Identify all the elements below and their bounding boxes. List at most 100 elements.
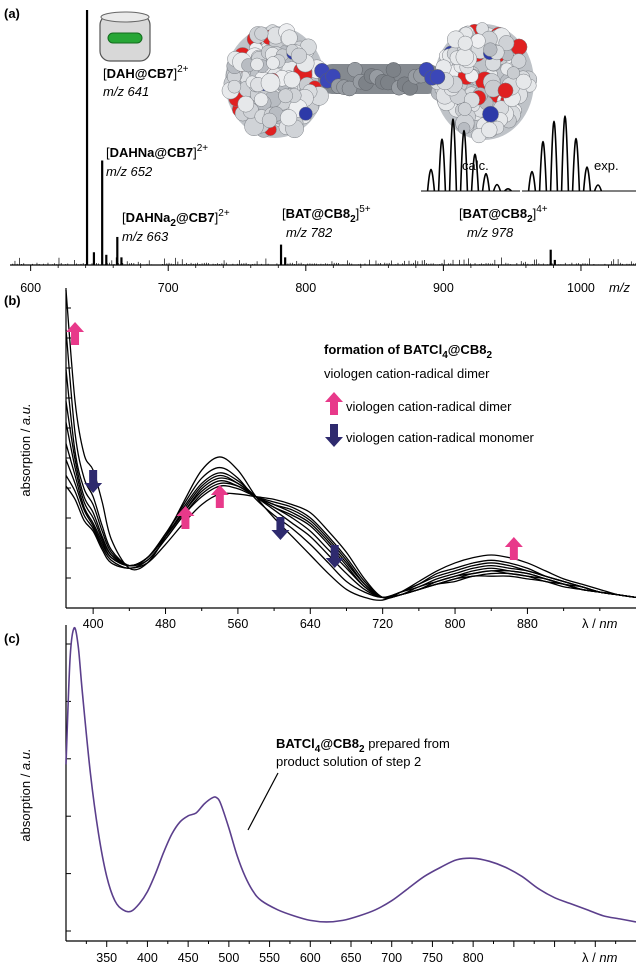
b-title: formation of BATCl4@CB82 (324, 342, 492, 361)
c-spectrum (65, 626, 636, 923)
atom-sphere (455, 47, 474, 67)
ms-tick-label: 800 (295, 281, 316, 295)
up-arrow-icon (504, 537, 523, 560)
b-series-line (65, 422, 636, 599)
atom-sphere (250, 57, 264, 72)
peak-label-bat-cb8-5plus: [BAT@CB82]5+ m/z 782 (282, 204, 371, 240)
atom-sphere (506, 66, 520, 80)
b-x-tick-label: 400 (83, 617, 104, 631)
exp-label: exp. (594, 158, 619, 173)
c-x-tick-label: 550 (259, 951, 280, 965)
c-x-tick-label: 450 (178, 951, 199, 965)
iso-peak (582, 166, 592, 192)
iso-peak (571, 137, 581, 192)
c-x-tick-label: 800 (463, 951, 484, 965)
peak-label-formula: [BAT@CB82]5+ (282, 204, 371, 225)
peak-label-formula: [BAT@CB82]4+ (459, 204, 548, 225)
atom-sphere (260, 73, 281, 93)
ms-tick-label: 900 (433, 281, 454, 295)
c-x-tick-label: 400 (137, 951, 158, 965)
c-x-label: λ / nm (582, 950, 618, 965)
up-arrow-icon (66, 322, 85, 345)
iso-peak (549, 120, 559, 192)
iso-peak (504, 188, 512, 192)
peak-label-mz: m/z 978 (467, 225, 514, 240)
atom-sphere (470, 33, 486, 49)
legend-down-arrow-icon (325, 424, 343, 447)
b-x-ticks: 400 480 560 640 720 800 880 (83, 608, 601, 631)
c-y-ticks (66, 643, 71, 932)
iso-peak (538, 140, 548, 192)
peak-label-bat-cb8-4plus: [BAT@CB82]4+ m/z 978 (459, 204, 548, 240)
atom-sphere (280, 29, 298, 47)
iso-peak (459, 129, 469, 192)
atom-sphere (481, 121, 498, 139)
atom-sphere (429, 69, 446, 85)
atom-sphere (511, 53, 527, 69)
atom-sphere (515, 73, 532, 90)
panel-a-mass-spectrum: (a) calc. exp. 600 700 800 900 1000 m/z [DAH… (4, 6, 636, 295)
b-x-tick-label: 880 (517, 617, 538, 631)
up-arrow-icon (176, 506, 195, 529)
c-x-tick-label: 350 (96, 951, 117, 965)
atom-sphere (497, 82, 514, 99)
c-x-tick-label: 500 (218, 951, 239, 965)
atom-sphere (280, 109, 298, 127)
atom-sphere (278, 88, 293, 104)
peak-label-mz: m/z 652 (106, 164, 153, 179)
up-arrow-icon (210, 485, 229, 508)
ms-tick-label: 700 (158, 281, 179, 295)
iso-peak (560, 115, 570, 192)
b-series-line (65, 329, 636, 599)
c-x-tick-label: 700 (381, 951, 402, 965)
b-subtitle: viologen cation-radical dimer (324, 366, 490, 381)
c-x-tick-label: 750 (422, 951, 443, 965)
c-x-ticks: 350 400 450 500 550 600 650 700 750 800 (85, 941, 617, 965)
c-x-tick-label: 650 (341, 951, 362, 965)
iso-peak (527, 170, 537, 192)
b-x-tick-label: 800 (445, 617, 466, 631)
atom-sphere (498, 35, 515, 52)
panel-b-letter: (b) (4, 293, 21, 308)
c-annotation-line1: BATCl4@CB82 prepared from (276, 736, 450, 755)
peak-label-formula: [DAH@CB7]2+ (103, 64, 189, 81)
atom-sphere (457, 35, 473, 51)
c-y-label: absorption / a.u. (18, 748, 33, 841)
c-annotation-line2: product solution of step 2 (276, 754, 421, 769)
c-x-tick-label: 600 (300, 951, 321, 965)
atom-sphere (290, 47, 308, 64)
isotope-pattern-exp (522, 115, 636, 192)
ms-tick-label: 600 (20, 281, 41, 295)
isotope-pattern-calc (421, 118, 520, 192)
iso-peak (426, 168, 436, 192)
panel-a-letter: (a) (4, 6, 20, 21)
atom-sphere (482, 105, 499, 123)
b-series-line (65, 485, 636, 599)
atom-sphere (457, 122, 471, 135)
c-series-line (65, 626, 636, 923)
b-series-line (65, 443, 636, 599)
atom-sphere (483, 42, 498, 57)
peak-label-mz: m/z 663 (122, 229, 169, 244)
panel-b-absorption-series: (b) 400 480 560 640 720 800 880 absorption / a… (4, 288, 636, 631)
iso-peak (448, 118, 458, 192)
ms-x-ticks: 600 700 800 900 1000 (20, 265, 609, 295)
ms-x-label: m/z (609, 280, 630, 295)
peak-label-formula: [DAHNa@CB7]2+ (106, 143, 208, 160)
b-series-line (65, 459, 636, 599)
c-annotation-pointer (247, 772, 279, 831)
atom-sphere (283, 71, 301, 89)
atom-sphere (237, 95, 255, 113)
b-y-label: absorption / a.u. (18, 403, 33, 496)
atom-sphere (457, 102, 472, 116)
iso-peak (481, 172, 491, 192)
iso-peak (437, 138, 447, 192)
atom-sphere (254, 26, 269, 41)
iso-peak (492, 183, 502, 192)
atom-sphere (254, 92, 269, 107)
down-arrow-icon (271, 517, 290, 540)
legend-up-label: viologen cation-radical dimer (346, 399, 512, 414)
atom-sphere (227, 79, 242, 94)
b-arrows (66, 322, 523, 568)
